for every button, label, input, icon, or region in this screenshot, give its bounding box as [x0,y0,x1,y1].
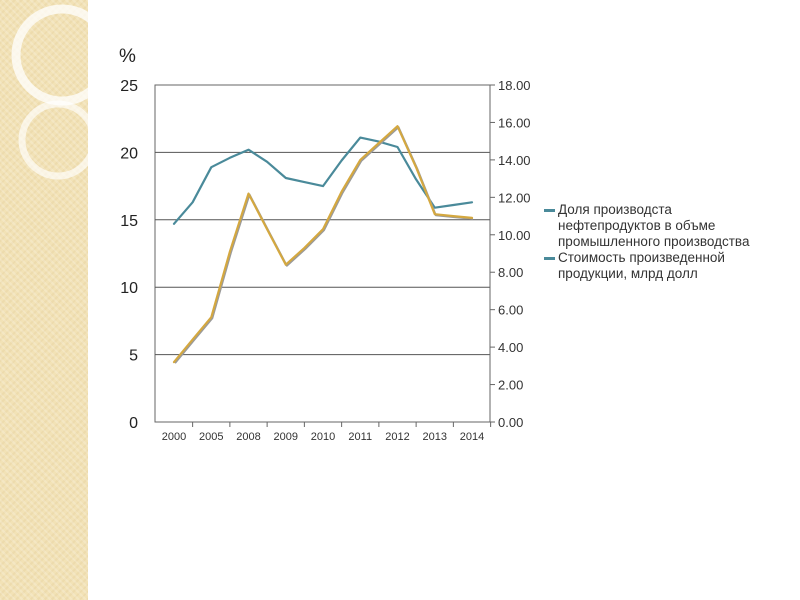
right-tick-label: 18.00 [498,78,531,93]
right-tick-label: 16.00 [498,115,531,130]
x-tick-label: 2008 [236,431,260,443]
x-tick-label: 2012 [385,431,409,443]
chart-legend: Доля производста нефтепродуктов в объме … [544,202,754,282]
legend-swatch-share [544,209,555,212]
right-tick-label: 6.00 [498,303,523,318]
series-line-1 [172,136,474,225]
series-line-2 [172,125,474,364]
left-tick-label: 20 [120,145,138,162]
left-tick-label: 0 [129,415,138,432]
right-tick-label: 12.00 [498,190,531,205]
x-tick-label: 2010 [311,431,335,443]
left-tick-label: 10 [120,280,138,297]
x-tick-label: 2011 [348,431,372,443]
left-tick-label: 25 [120,78,138,95]
right-tick-label: 4.00 [498,340,523,355]
decorative-rings [11,4,88,180]
right-tick-label: 0.00 [498,415,523,430]
right-tick-label: 14.00 [498,153,531,168]
legend-item-share: Доля производста нефтепродуктов в объме … [544,202,754,250]
plot-frame [154,84,491,423]
x-tick-label: 2009 [274,431,298,443]
right-tick-label: 2.00 [498,378,523,393]
legend-label-value: Стоимость произведенной продукции, млрд … [558,250,725,281]
y-unit-label: % [119,46,136,67]
legend-item-value: Стоимость произведенной продукции, млрд … [544,250,754,282]
left-tick-label: 15 [120,213,138,230]
right-tick-label: 8.00 [498,265,523,280]
x-tick-label: 2005 [199,431,223,443]
x-tick-label: 2014 [460,431,484,443]
legend-swatch-value [544,257,555,260]
legend-label-share: Доля производста нефтепродуктов в объме … [558,202,750,249]
right-tick-label: 10.00 [498,228,531,243]
decorative-side-panel [0,0,88,600]
x-tick-label: 2013 [423,431,447,443]
left-tick-label: 5 [129,348,138,365]
x-tick-label: 2000 [162,431,186,443]
